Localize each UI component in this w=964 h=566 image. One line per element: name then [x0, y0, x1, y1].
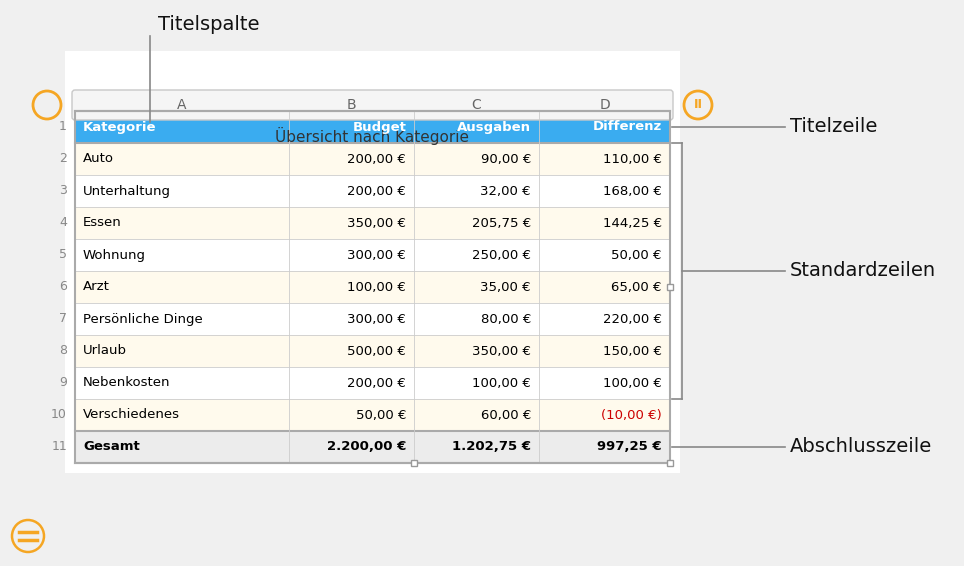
- FancyBboxPatch shape: [72, 90, 673, 120]
- Bar: [75, 335, 670, 367]
- Text: 65,00 €: 65,00 €: [611, 281, 662, 294]
- Text: 2.200,00 €: 2.200,00 €: [327, 440, 406, 453]
- Text: 4: 4: [59, 217, 67, 229]
- Text: 9: 9: [59, 376, 67, 389]
- Text: 1.202,75 €: 1.202,75 €: [452, 440, 531, 453]
- Text: 6: 6: [59, 281, 67, 294]
- Bar: [75, 399, 670, 431]
- Text: Unterhaltung: Unterhaltung: [83, 185, 171, 198]
- Text: 35,00 €: 35,00 €: [480, 281, 531, 294]
- Bar: [75, 271, 670, 303]
- Bar: [412, 460, 417, 466]
- Text: 80,00 €: 80,00 €: [481, 312, 531, 325]
- Bar: [75, 143, 670, 175]
- Text: Kategorie: Kategorie: [83, 121, 156, 134]
- Text: Verschiedenes: Verschiedenes: [83, 409, 180, 422]
- Text: 60,00 €: 60,00 €: [481, 409, 531, 422]
- Text: 50,00 €: 50,00 €: [611, 248, 662, 261]
- Text: 350,00 €: 350,00 €: [347, 217, 406, 229]
- Bar: [75, 303, 670, 335]
- Text: Persönliche Dinge: Persönliche Dinge: [83, 312, 202, 325]
- Text: Übersicht nach Kategorie: Übersicht nach Kategorie: [276, 127, 469, 145]
- Text: 144,25 €: 144,25 €: [602, 217, 662, 229]
- Text: 220,00 €: 220,00 €: [603, 312, 662, 325]
- Text: 1: 1: [59, 121, 67, 134]
- Text: Standardzeilen: Standardzeilen: [790, 261, 936, 281]
- Text: Titelspalte: Titelspalte: [158, 15, 259, 34]
- Text: Wohnung: Wohnung: [83, 248, 146, 261]
- Text: 100,00 €: 100,00 €: [347, 281, 406, 294]
- Bar: [75, 111, 670, 463]
- Text: 500,00 €: 500,00 €: [347, 345, 406, 358]
- Text: 11: 11: [51, 440, 67, 453]
- Text: 205,75 €: 205,75 €: [471, 217, 531, 229]
- Text: 7: 7: [59, 312, 67, 325]
- Text: Urlaub: Urlaub: [83, 345, 127, 358]
- Text: 350,00 €: 350,00 €: [472, 345, 531, 358]
- Text: 150,00 €: 150,00 €: [603, 345, 662, 358]
- Text: 110,00 €: 110,00 €: [603, 152, 662, 165]
- Text: 2: 2: [59, 152, 67, 165]
- Bar: [65, 51, 680, 473]
- Text: 100,00 €: 100,00 €: [472, 376, 531, 389]
- Text: Gesamt: Gesamt: [83, 440, 140, 453]
- Bar: [75, 367, 670, 399]
- Text: 100,00 €: 100,00 €: [603, 376, 662, 389]
- Text: 300,00 €: 300,00 €: [347, 312, 406, 325]
- Text: Essen: Essen: [83, 217, 121, 229]
- Text: Budget: Budget: [352, 121, 406, 134]
- Text: 168,00 €: 168,00 €: [603, 185, 662, 198]
- Text: Titelzeile: Titelzeile: [790, 118, 877, 136]
- Text: B: B: [347, 98, 357, 112]
- Text: 200,00 €: 200,00 €: [347, 376, 406, 389]
- Text: Ausgaben: Ausgaben: [457, 121, 531, 134]
- Text: 250,00 €: 250,00 €: [472, 248, 531, 261]
- Text: 997,25 €: 997,25 €: [598, 440, 662, 453]
- Text: 3: 3: [59, 185, 67, 198]
- Text: Nebenkosten: Nebenkosten: [83, 376, 171, 389]
- Text: 50,00 €: 50,00 €: [356, 409, 406, 422]
- Text: 5: 5: [59, 248, 67, 261]
- Bar: [667, 284, 673, 290]
- Bar: [75, 207, 670, 239]
- Text: C: C: [471, 98, 481, 112]
- Text: Arzt: Arzt: [83, 281, 110, 294]
- Text: II: II: [693, 98, 703, 112]
- Bar: [75, 111, 670, 143]
- Text: (10,00 €): (10,00 €): [602, 409, 662, 422]
- Text: 10: 10: [51, 409, 67, 422]
- Text: Auto: Auto: [83, 152, 114, 165]
- Bar: [667, 460, 673, 466]
- Bar: [75, 175, 670, 207]
- Text: 32,00 €: 32,00 €: [480, 185, 531, 198]
- Text: 8: 8: [59, 345, 67, 358]
- Text: 200,00 €: 200,00 €: [347, 152, 406, 165]
- Text: 300,00 €: 300,00 €: [347, 248, 406, 261]
- Text: Differenz: Differenz: [593, 121, 662, 134]
- Text: 90,00 €: 90,00 €: [481, 152, 531, 165]
- Bar: [75, 239, 670, 271]
- Text: Abschlusszeile: Abschlusszeile: [790, 438, 932, 457]
- Text: D: D: [600, 98, 610, 112]
- Bar: [75, 431, 670, 463]
- Text: 200,00 €: 200,00 €: [347, 185, 406, 198]
- Text: A: A: [177, 98, 187, 112]
